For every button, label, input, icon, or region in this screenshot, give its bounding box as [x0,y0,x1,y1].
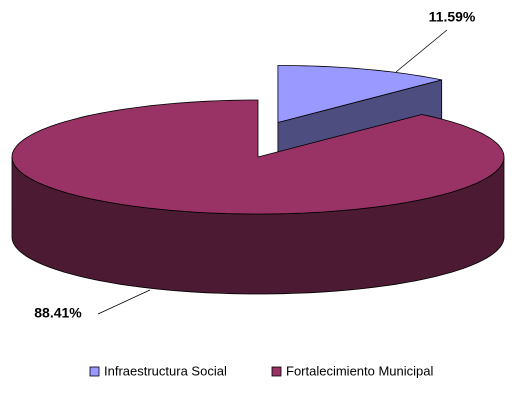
legend-swatch [271,366,282,377]
legend-label: Infraestructura Social [104,363,227,378]
legend-label: Fortalecimiento Municipal [286,363,434,378]
leader-line [97,289,151,315]
legend-swatch [89,366,100,377]
pie-slice [277,65,442,124]
data-label: 11.59% [429,9,476,25]
data-label: 88.41% [34,305,82,321]
pie-slice [11,99,505,215]
leader-line [395,29,448,73]
